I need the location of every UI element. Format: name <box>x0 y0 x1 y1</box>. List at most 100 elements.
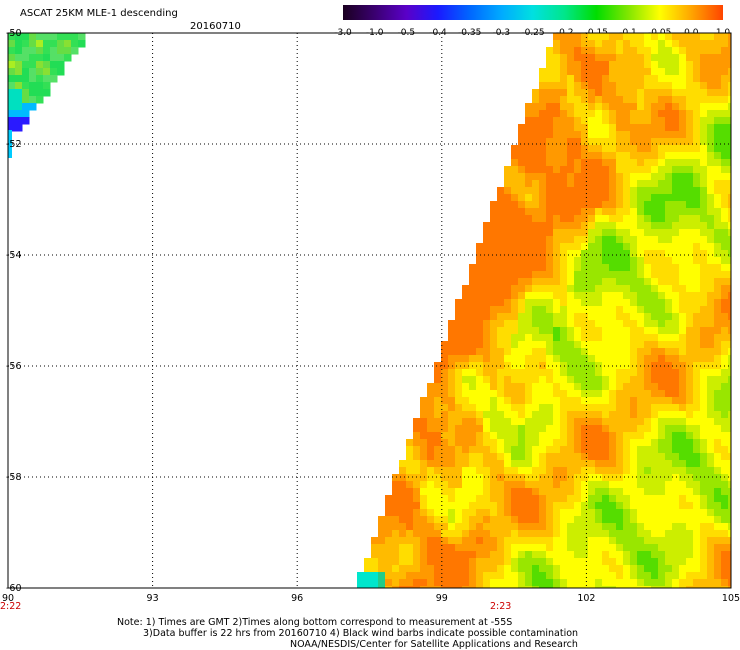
wind-cell <box>630 544 638 552</box>
figure-date: 20160710 <box>190 21 241 32</box>
wind-cell <box>546 166 554 174</box>
wind-cell <box>595 418 603 426</box>
wind-cell <box>420 446 428 454</box>
wind-cell <box>588 439 596 447</box>
wind-cell <box>665 474 673 482</box>
wind-cell <box>672 362 680 370</box>
wind-cell <box>693 222 701 230</box>
wind-cell <box>672 544 680 552</box>
wind-cell <box>378 579 386 587</box>
wind-cell <box>581 341 589 349</box>
wind-cell <box>469 572 477 580</box>
wind-cell <box>427 502 435 510</box>
wind-cell <box>469 502 477 510</box>
wind-data-layer <box>8 33 731 588</box>
wind-cell <box>57 47 65 55</box>
wind-cell <box>532 439 540 447</box>
wind-cell <box>700 292 708 300</box>
wind-cell <box>518 257 526 265</box>
wind-cell <box>672 383 680 391</box>
wind-cell <box>609 236 617 244</box>
wind-cell <box>609 313 617 321</box>
wind-cell <box>455 453 463 461</box>
wind-cell <box>728 271 731 279</box>
wind-cell <box>553 264 561 272</box>
wind-cell <box>574 509 582 517</box>
wind-cell <box>588 145 596 153</box>
wind-cell <box>567 54 575 62</box>
wind-cell <box>728 390 731 398</box>
wind-cell <box>721 516 729 524</box>
wind-cell <box>665 145 673 153</box>
wind-cell <box>518 404 526 412</box>
wind-cell <box>588 509 596 517</box>
wind-cell <box>679 299 687 307</box>
wind-cell <box>721 404 729 412</box>
wind-cell <box>560 131 568 139</box>
wind-cell <box>644 250 652 258</box>
wind-cell <box>714 264 722 272</box>
wind-cell <box>469 299 477 307</box>
wind-cell <box>574 453 582 461</box>
wind-cell <box>581 537 589 545</box>
wind-cell <box>71 47 79 55</box>
wind-cell <box>511 152 519 160</box>
wind-cell <box>560 187 568 195</box>
wind-cell <box>707 558 715 566</box>
wind-cell <box>22 96 30 104</box>
wind-cell <box>469 397 477 405</box>
wind-cell <box>707 110 715 118</box>
wind-cell <box>581 40 589 48</box>
wind-cell <box>476 390 484 398</box>
wind-cell <box>728 551 731 559</box>
wind-cell <box>546 61 554 69</box>
wind-cell <box>595 257 603 265</box>
wind-cell <box>651 96 659 104</box>
wind-cell <box>581 271 589 279</box>
wind-cell <box>686 124 694 132</box>
wind-cell <box>644 488 652 496</box>
wind-cell <box>553 544 561 552</box>
wind-cell <box>595 453 603 461</box>
wind-cell <box>483 572 491 580</box>
wind-cell <box>602 215 610 223</box>
wind-cell <box>714 306 722 314</box>
wind-cell <box>651 89 659 97</box>
wind-cell <box>567 572 575 580</box>
wind-cell <box>651 201 659 209</box>
wind-cell <box>651 418 659 426</box>
wind-cell <box>721 96 729 104</box>
wind-cell <box>476 320 484 328</box>
wind-cell <box>518 124 526 132</box>
wind-cell <box>595 40 603 48</box>
wind-cell <box>560 439 568 447</box>
wind-cell <box>22 103 30 111</box>
wind-cell <box>525 383 533 391</box>
wind-cell <box>637 418 645 426</box>
wind-cell <box>469 509 477 517</box>
wind-cell <box>539 579 547 587</box>
wind-cell <box>714 61 722 69</box>
wind-cell <box>728 579 731 587</box>
wind-cell <box>511 341 519 349</box>
wind-cell <box>679 152 687 160</box>
wind-cell <box>665 194 673 202</box>
wind-cell <box>476 334 484 342</box>
wind-cell <box>665 299 673 307</box>
wind-cell <box>644 523 652 531</box>
wind-cell <box>532 551 540 559</box>
wind-cell <box>651 103 659 111</box>
wind-cell <box>609 544 617 552</box>
wind-cell <box>707 376 715 384</box>
wind-cell <box>616 61 624 69</box>
wind-cell <box>560 61 568 69</box>
wind-cell <box>588 278 596 286</box>
wind-cell <box>532 509 540 517</box>
wind-cell <box>441 495 449 503</box>
wind-cell <box>602 313 610 321</box>
wind-cell <box>630 586 638 588</box>
wind-cell <box>707 159 715 167</box>
wind-cell <box>665 341 673 349</box>
wind-cell <box>553 82 561 90</box>
wind-cell <box>693 271 701 279</box>
